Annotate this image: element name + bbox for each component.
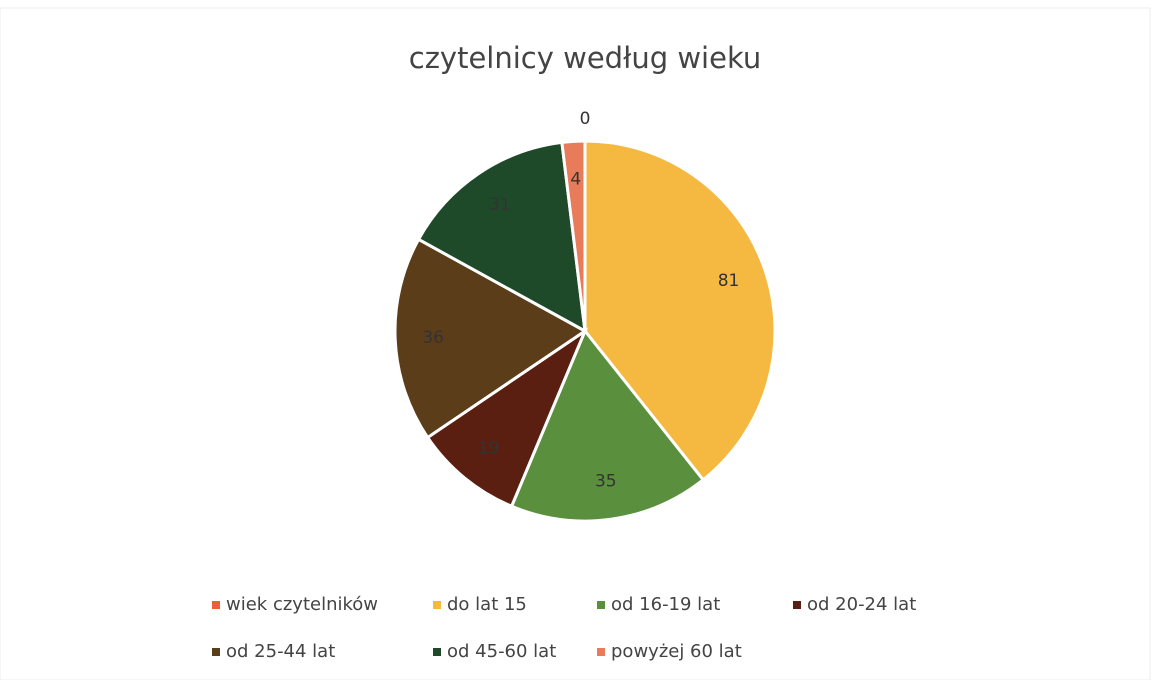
data-label: 35 <box>595 472 617 492</box>
legend-marker <box>212 601 220 609</box>
data-label: 19 <box>478 439 500 459</box>
legend-label: do lat 15 <box>447 594 527 615</box>
data-label: 31 <box>489 195 511 215</box>
data-label: 4 <box>570 169 581 189</box>
legend-marker <box>597 648 605 656</box>
legend-label: wiek czytelników <box>226 594 378 615</box>
legend-marker <box>212 648 220 656</box>
pie-slice <box>425 326 589 509</box>
data-label: 81 <box>718 271 740 291</box>
legend-marker <box>433 648 441 656</box>
pie-slice <box>560 139 587 332</box>
legend-label: od 16-19 lat <box>611 594 720 615</box>
legend-marker <box>597 601 605 609</box>
data-label: 0 <box>580 109 591 129</box>
legend-label: od 25-44 lat <box>226 641 335 662</box>
legend-label: od 20-24 lat <box>807 594 916 615</box>
legend-label: powyżej 60 lat <box>611 641 742 662</box>
pie-slice <box>509 328 706 523</box>
pie-slice <box>393 237 588 440</box>
pie-slice <box>416 140 587 334</box>
data-label: 36 <box>422 328 444 348</box>
legend-label: od 45-60 lat <box>447 641 556 662</box>
chart-title: czytelnicy według wieku <box>409 41 761 75</box>
legend-marker <box>793 601 801 609</box>
pie-slice <box>583 139 777 482</box>
legend-marker <box>433 601 441 609</box>
